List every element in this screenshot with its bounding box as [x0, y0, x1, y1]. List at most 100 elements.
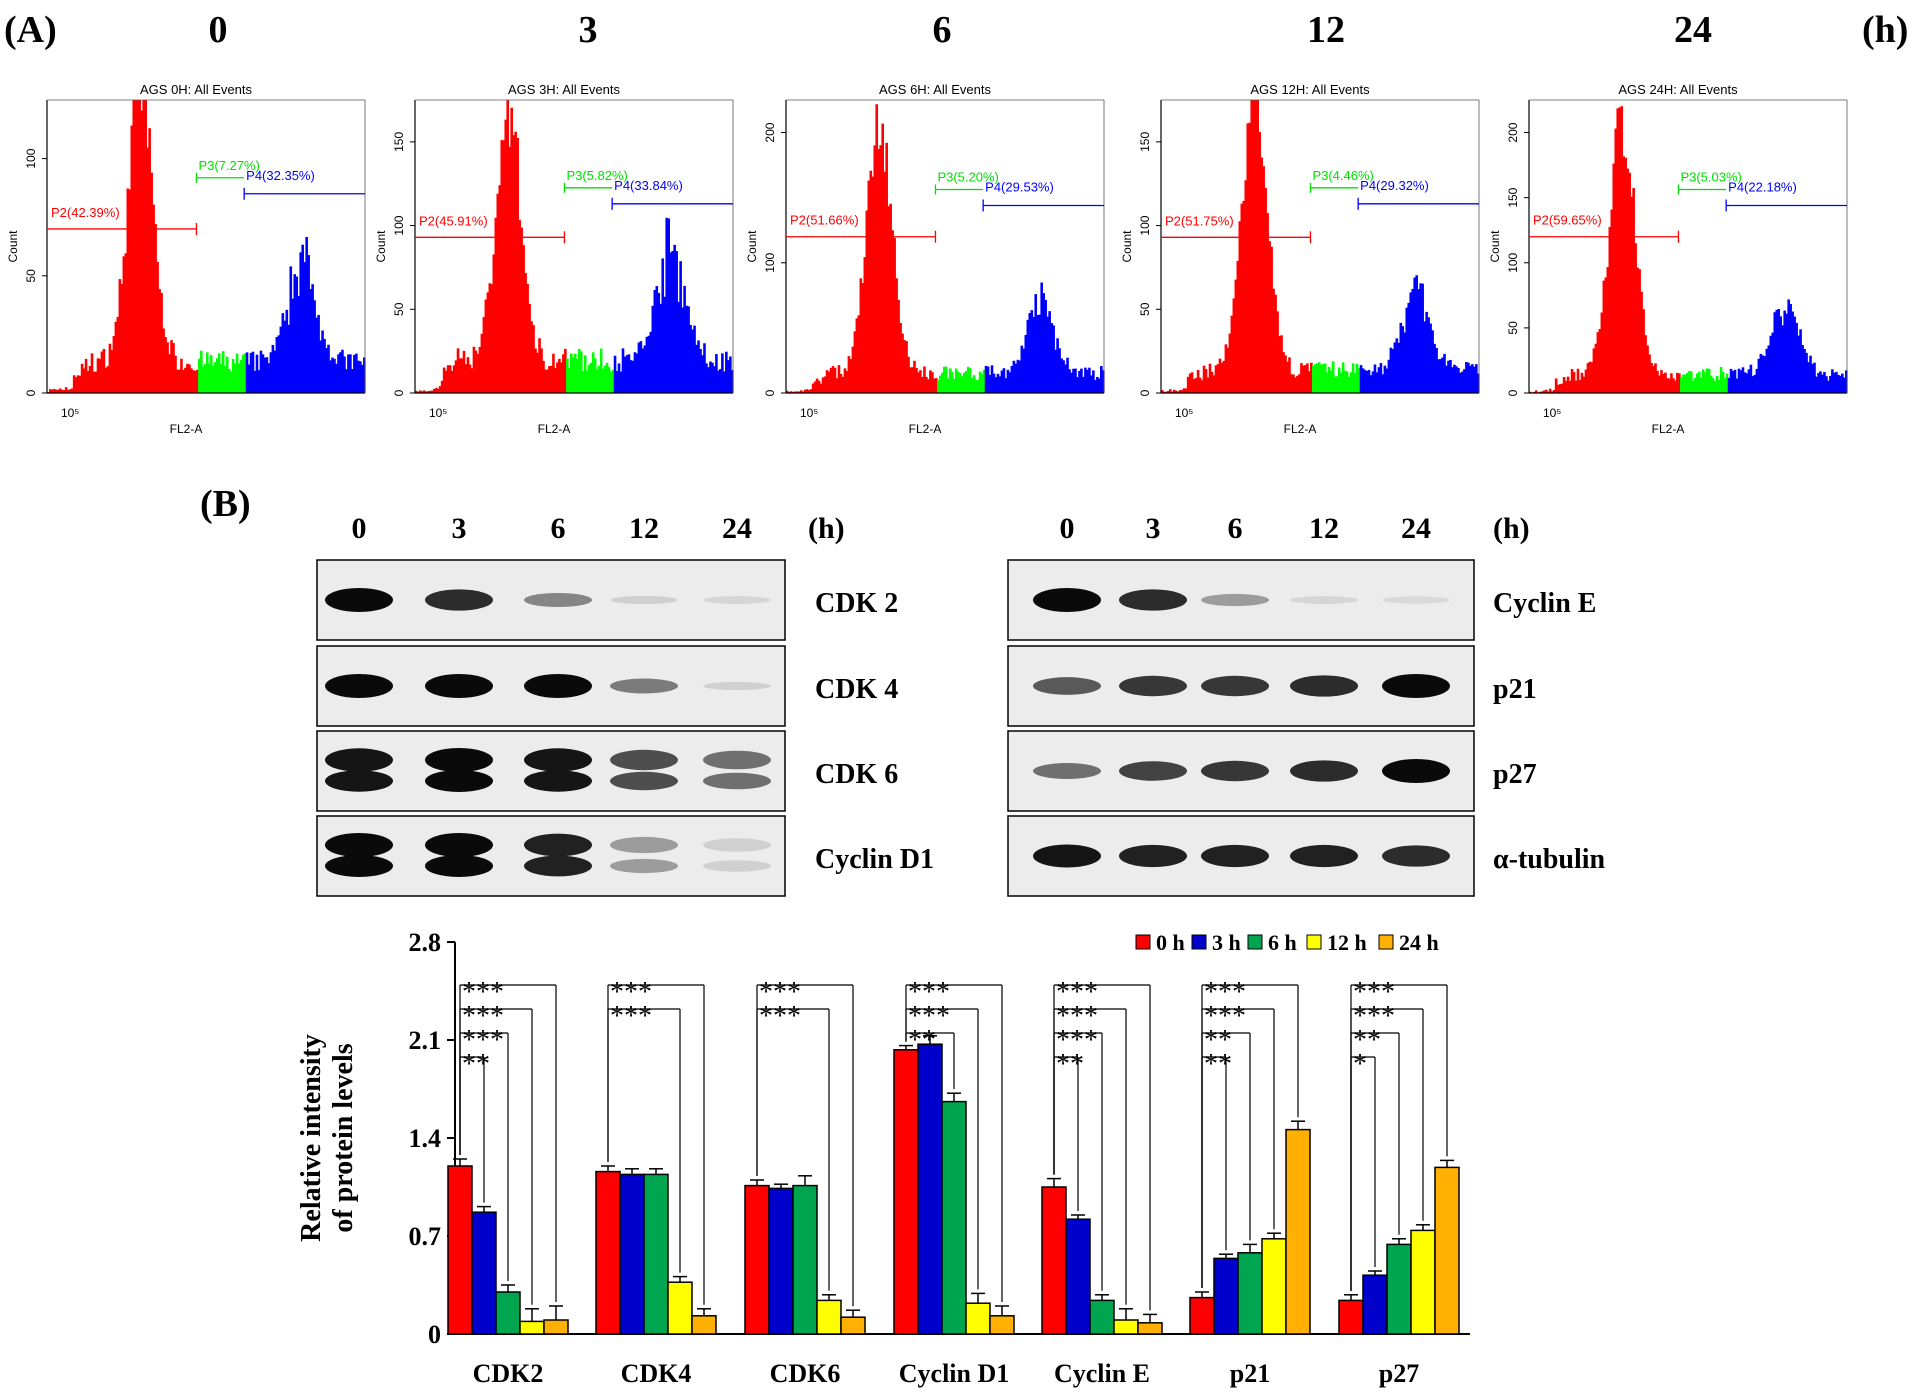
histogram-bar — [160, 292, 163, 393]
histogram-bar — [801, 391, 805, 393]
histogram-bar — [1582, 376, 1586, 393]
histogram-bar — [986, 366, 990, 393]
histogram-bar — [1325, 372, 1329, 393]
histogram-bar — [917, 372, 920, 393]
gate-p3-label: P3(5.82%) — [566, 168, 627, 183]
histogram-bar — [438, 386, 442, 393]
histogram-bar — [1564, 381, 1568, 393]
histogram-bar — [313, 300, 316, 393]
bar-group-cdk4: CDK4 ****** — [595, 977, 717, 1388]
histogram-bar — [520, 227, 523, 393]
bar — [840, 1316, 866, 1335]
blot-protein-label: CDK 6 — [815, 759, 898, 790]
histogram-bar — [629, 360, 633, 393]
histogram-bar — [605, 362, 609, 393]
histogram-bar — [456, 348, 460, 393]
histogram-bar — [104, 367, 108, 393]
blot-cdk-4: CDK 4 — [316, 645, 898, 727]
histogram-bar — [813, 381, 817, 393]
histogram-bar — [1196, 369, 1200, 393]
blot-time-label: 6 — [551, 512, 566, 545]
histogram-bar — [1429, 323, 1432, 393]
blot-band — [1382, 596, 1450, 604]
histogram-bar — [667, 218, 670, 393]
histogram-bar — [677, 301, 680, 393]
histogram-bar — [901, 333, 904, 393]
histogram-bar — [1016, 359, 1020, 393]
blot-cdk-6: CDK 6 — [316, 730, 898, 812]
histogram-bar — [1280, 335, 1283, 393]
histogram-bar — [577, 349, 581, 393]
histogram-bar — [341, 349, 344, 393]
histogram-bar — [1296, 375, 1299, 393]
histogram-bar — [1596, 332, 1600, 393]
x-axis-label: FL2-A — [170, 422, 203, 436]
histogram-bar — [303, 262, 306, 393]
histogram-bar — [879, 145, 882, 393]
y-axis-label: Count — [1488, 230, 1502, 263]
histogram-bar — [253, 370, 257, 393]
histogram-bar — [1574, 380, 1578, 393]
histogram-bar — [357, 360, 360, 393]
histogram-bar — [355, 353, 358, 393]
histogram-bar — [227, 368, 231, 393]
histogram-bar — [464, 364, 468, 393]
histogram-bar — [1162, 391, 1166, 393]
bar-group-cyclin-e: Cyclin E*********** — [1041, 977, 1163, 1388]
histogram-bar — [1693, 377, 1697, 393]
histogram-bar — [1835, 371, 1838, 393]
histogram-bar — [1666, 378, 1669, 393]
histogram-bar — [329, 360, 332, 393]
histogram-bar — [1349, 372, 1353, 393]
histogram-bar — [50, 389, 54, 393]
histogram-bar — [440, 380, 444, 393]
histogram-bar — [532, 325, 535, 393]
histogram-bar — [943, 366, 946, 393]
y-tick-label: 150 — [392, 132, 406, 152]
histogram-bar — [1743, 372, 1747, 393]
histogram-bar — [351, 369, 354, 393]
histogram-bar — [1652, 365, 1655, 393]
histogram-bar — [1228, 333, 1232, 393]
blot-band — [1119, 761, 1187, 781]
histogram-bar — [1733, 369, 1737, 393]
legend-label: 3 h — [1212, 930, 1241, 955]
significance-stars: *** — [1353, 977, 1395, 1008]
histogram-bar — [1791, 311, 1794, 393]
histogram-bar — [927, 379, 930, 393]
histogram-bar — [1321, 364, 1325, 393]
histogram-bar — [893, 237, 896, 393]
histogram-bar — [1529, 391, 1532, 393]
gate-p4-label: P4(22.18%) — [1728, 179, 1797, 194]
histogram-bar — [1594, 343, 1598, 393]
panel-a-histograms: 0 AGS 0H: All Events 0 50 100 Count 10⁵ FL2-A P2… — [6, 9, 1848, 436]
blot-band — [610, 836, 678, 854]
histogram-bar — [1825, 376, 1828, 393]
bar — [965, 1302, 991, 1335]
x-tick-label: 10⁵ — [1175, 406, 1193, 420]
bar-category-label: Cyclin E — [1054, 1359, 1150, 1388]
histogram-bar — [845, 370, 849, 393]
histogram-bar — [60, 389, 64, 393]
blot-band — [610, 678, 678, 694]
histogram-bar — [1441, 357, 1444, 393]
histogram-bar — [1161, 390, 1164, 393]
histogram-bar — [1331, 361, 1335, 393]
histogram-bar — [1686, 372, 1689, 393]
histogram-bar — [1538, 391, 1542, 393]
histogram-bar — [1080, 368, 1083, 393]
blot-band — [524, 855, 592, 877]
histogram-bar — [1447, 360, 1450, 393]
y-tick-label: 0 — [24, 389, 38, 396]
histogram-bar — [1178, 390, 1182, 393]
histogram-bar — [960, 376, 964, 393]
histogram-bar — [548, 366, 551, 393]
blot-band — [1033, 588, 1101, 612]
histogram-bar — [795, 391, 799, 393]
histogram-bar — [1801, 345, 1804, 393]
histogram-bar — [1646, 345, 1649, 393]
histogram-bar — [1568, 380, 1572, 393]
histogram-bar — [1202, 365, 1206, 393]
histogram-bar — [875, 104, 879, 393]
histogram-bar — [484, 299, 488, 393]
